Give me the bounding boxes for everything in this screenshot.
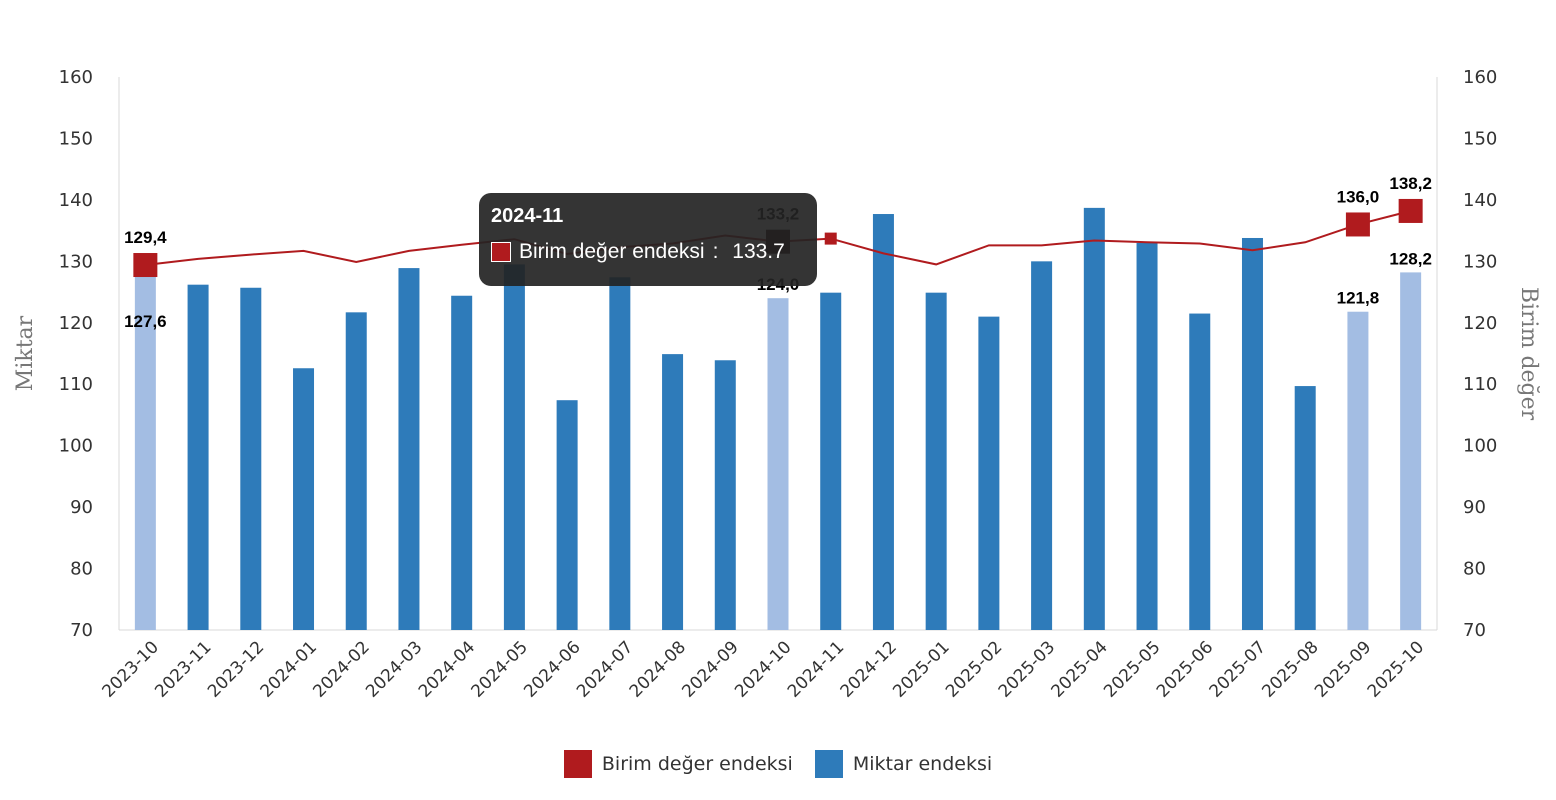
bar-2025-05 — [1136, 242, 1158, 630]
y-tick-label: 70 — [70, 620, 93, 641]
y-tick-label: 100 — [59, 436, 93, 457]
bar-2025-06 — [1189, 313, 1211, 630]
y2-tick-label: 70 — [1463, 620, 1486, 641]
x-tick-label: 2024-01 — [257, 637, 321, 701]
x-tick-label: 2025-06 — [1153, 637, 1217, 701]
y2-tick-label: 90 — [1463, 497, 1486, 518]
legend: Birim değer endeksi Miktar endeksi — [0, 750, 1556, 778]
y-tick-label: 150 — [59, 128, 93, 149]
y-tick-label: 110 — [59, 374, 93, 395]
y2-tick-label: 110 — [1463, 374, 1497, 395]
tooltip-series-name: Birim değer endeksi — [519, 240, 705, 263]
bar-2024-08 — [662, 354, 684, 630]
x-tick-label: 2024-05 — [468, 637, 532, 701]
y2-tick-label: 160 — [1463, 67, 1497, 88]
tooltip-row: Birim değer endeksi: 133.7 — [491, 240, 805, 264]
bar-2024-09 — [714, 360, 736, 630]
bar-2024-02 — [345, 312, 367, 630]
bar-2024-06 — [556, 400, 578, 630]
bar-2025-01 — [925, 292, 947, 630]
bar-data-label: 128,2 — [1389, 249, 1432, 268]
line-marker-2025-10 — [1398, 198, 1423, 223]
y2-axis-title: Birim değer — [1516, 287, 1541, 421]
x-tick-label: 2024-11 — [784, 637, 848, 701]
x-tick-label: 2025-01 — [889, 637, 953, 701]
line-data-label: 129,4 — [124, 228, 167, 247]
legend-label-miktar: Miktar endeksi — [852, 753, 993, 775]
tooltip-separator: : — [712, 240, 725, 263]
bar-2024-12 — [872, 214, 894, 630]
bar-data-label: 127,6 — [124, 312, 167, 331]
x-tick-label: 2025-07 — [1206, 637, 1270, 701]
y-tick-label: 160 — [59, 67, 93, 88]
x-tick-label: 2024-12 — [837, 637, 901, 701]
y2-tick-label: 150 — [1463, 128, 1497, 149]
line-marker-hover-2024-11 — [824, 232, 837, 245]
bar-2024-07 — [609, 277, 631, 630]
x-tick-label: 2023-11 — [151, 637, 215, 701]
bar-2024-11 — [820, 292, 842, 630]
tooltip-value: 133.7 — [732, 240, 785, 263]
x-tick-label: 2025-10 — [1364, 637, 1428, 701]
bar-2025-02 — [978, 316, 1000, 630]
bar-2023-11 — [187, 284, 209, 630]
tooltip-swatch — [491, 242, 511, 262]
y2-tick-label: 120 — [1463, 313, 1497, 334]
line-data-label: 136,0 — [1337, 187, 1380, 206]
y-axis-title: Miktar — [13, 315, 38, 391]
bar-2025-10 — [1400, 272, 1422, 630]
bar-2023-10 — [134, 276, 156, 630]
y-tick-label: 120 — [59, 313, 93, 334]
x-tick-label: 2025-05 — [1100, 637, 1164, 701]
tooltip: 2024-11 Birim değer endeksi: 133.7 — [479, 193, 817, 286]
bar-2025-08 — [1294, 386, 1316, 630]
y-tick-label: 80 — [70, 559, 93, 580]
tooltip-title: 2024-11 — [491, 205, 564, 227]
bar-2024-03 — [398, 268, 420, 630]
y-tick-label: 130 — [59, 251, 93, 272]
x-tick-label: 2024-04 — [415, 637, 479, 701]
x-tick-label: 2025-02 — [942, 637, 1006, 701]
bar-2025-09 — [1347, 311, 1369, 630]
bar-2025-03 — [1031, 261, 1053, 630]
x-tick-label: 2024-10 — [731, 637, 795, 701]
x-tick-label: 2024-03 — [362, 637, 426, 701]
y2-tick-label: 130 — [1463, 251, 1497, 272]
line-data-label: 138,2 — [1389, 174, 1432, 193]
y-tick-label: 90 — [70, 497, 93, 518]
legend-item-miktar[interactable]: Miktar endeksi — [814, 750, 993, 778]
x-tick-label: 2025-04 — [1047, 637, 1111, 701]
x-tick-label: 2024-02 — [309, 637, 373, 701]
x-tick-label: 2025-08 — [1258, 637, 1322, 701]
bar-2024-05 — [503, 264, 525, 630]
x-tick-label: 2025-09 — [1311, 637, 1375, 701]
bar-2025-04 — [1083, 207, 1105, 631]
legend-swatch-miktar — [814, 750, 843, 778]
y2-tick-label: 140 — [1463, 190, 1497, 211]
line-marker-2025-09 — [1345, 212, 1370, 237]
x-tick-label: 2025-03 — [995, 637, 1059, 701]
y2-tick-label: 100 — [1463, 436, 1497, 457]
bar-2024-10 — [767, 298, 789, 630]
legend-item-birim-deger[interactable]: Birim değer endeksi — [563, 750, 793, 778]
legend-swatch-birim-deger — [563, 750, 592, 778]
x-tick-label: 2024-08 — [626, 637, 690, 701]
x-tick-label: 2024-09 — [678, 637, 742, 701]
y2-tick-label: 80 — [1463, 559, 1486, 580]
x-tick-label: 2024-06 — [520, 637, 584, 701]
x-tick-label: 2024-07 — [573, 637, 637, 701]
y-tick-label: 140 — [59, 190, 93, 211]
legend-label-birim-deger: Birim değer endeksi — [601, 753, 793, 775]
bar-2025-07 — [1241, 237, 1263, 631]
bar-2024-04 — [451, 295, 473, 630]
x-tick-label: 2023-12 — [204, 637, 268, 701]
chart-area: 70 70 80 80 90 90 100 100 110 110 120 120 130 130 140 1… — [13, 67, 1541, 702]
bar-2023-12 — [240, 287, 262, 630]
bar-data-label: 121,8 — [1337, 289, 1380, 308]
bar-2024-01 — [293, 368, 315, 630]
x-tick-label: 2023-10 — [99, 637, 163, 701]
line-marker-2023-10 — [133, 253, 158, 278]
